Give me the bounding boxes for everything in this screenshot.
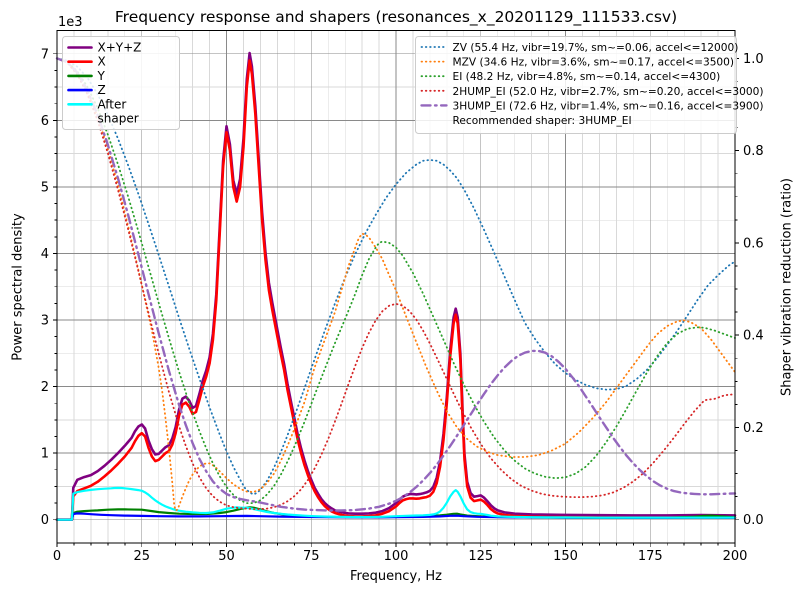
svg-text:0.2: 0.2 <box>743 421 764 436</box>
svg-text:4: 4 <box>41 247 49 262</box>
curve-mzv <box>56 57 736 512</box>
legend-right-label: ZV (55.4 Hz, vibr=19.7%, sm~=0.06, accel… <box>453 42 739 54</box>
svg-text:1.0: 1.0 <box>743 52 764 67</box>
legend-left-box <box>62 36 180 130</box>
curve-2hump-ei <box>56 57 736 510</box>
legend-right-label: 3HUMP_EI (72.6 Hz, vibr=1.4%, sm~=0.16, … <box>453 100 764 112</box>
curve-3hump-ei <box>55 57 737 512</box>
y-right-tick-labels: 0.0 0.2 0.4 0.6 0.8 1.0 <box>743 52 764 528</box>
svg-text:7: 7 <box>41 47 49 62</box>
legend-left-label: After <box>98 97 127 111</box>
curve-after-shaper <box>55 486 737 521</box>
svg-text:0.4: 0.4 <box>743 329 764 344</box>
svg-text:0.6: 0.6 <box>743 236 764 251</box>
legend-left-label: X+Y+Z <box>98 41 142 55</box>
svg-text:75: 75 <box>303 549 320 564</box>
y-axis-offset-text: 1e3 <box>58 15 83 30</box>
svg-text:25: 25 <box>133 549 150 564</box>
curve-zv <box>56 57 736 496</box>
ticks <box>53 53 739 547</box>
legend-left-label: Z <box>98 83 106 97</box>
curve-x <box>55 59 737 521</box>
svg-text:3: 3 <box>41 314 49 329</box>
legend-right-label: 2HUMP_EI (52.0 Hz, vibr=2.7%, sm~=0.20, … <box>453 86 764 98</box>
y-left-tick-labels: 0 1 2 3 4 5 6 7 <box>41 47 49 528</box>
legend-left-label: X <box>98 55 106 69</box>
x-tick-labels: 0 25 50 75 100 125 150 175 200 <box>53 549 748 564</box>
svg-text:2: 2 <box>41 380 49 395</box>
y-right-axis-label: Shaper vibration reduction (ratio) <box>779 178 795 396</box>
legend-right: ZV (55.4 Hz, vibr=19.7%, sm~=0.06, accel… <box>415 36 764 134</box>
svg-text:175: 175 <box>638 549 663 564</box>
curves <box>55 51 737 521</box>
svg-text:5: 5 <box>41 180 49 195</box>
x-axis-label: Frequency, Hz <box>349 569 443 584</box>
svg-text:100: 100 <box>384 549 409 564</box>
svg-text:0: 0 <box>53 549 61 564</box>
svg-text:50: 50 <box>218 549 235 564</box>
recommended-shaper-note: Recommended shaper: 3HUMP_EI <box>453 115 632 127</box>
legend-left-label: shaper <box>98 112 139 126</box>
svg-text:0.8: 0.8 <box>743 144 764 159</box>
svg-text:0.0: 0.0 <box>743 513 764 528</box>
legend-right-label: MZV (34.6 Hz, vibr=3.6%, sm~=0.17, accel… <box>453 57 735 69</box>
legend-right-label: EI (48.2 Hz, vibr=4.8%, sm~=0.14, accel<… <box>453 71 721 83</box>
svg-text:6: 6 <box>41 114 49 129</box>
svg-text:200: 200 <box>723 549 748 564</box>
svg-text:150: 150 <box>553 549 578 564</box>
svg-text:0: 0 <box>41 513 49 528</box>
svg-text:1: 1 <box>41 447 49 462</box>
chart-title: Frequency response and shapers (resonanc… <box>114 8 678 26</box>
svg-text:125: 125 <box>468 549 493 564</box>
legend-right-box <box>415 36 737 134</box>
legend-left-label: Y <box>97 69 106 83</box>
y-left-axis-label: Power spectral density <box>10 213 26 361</box>
